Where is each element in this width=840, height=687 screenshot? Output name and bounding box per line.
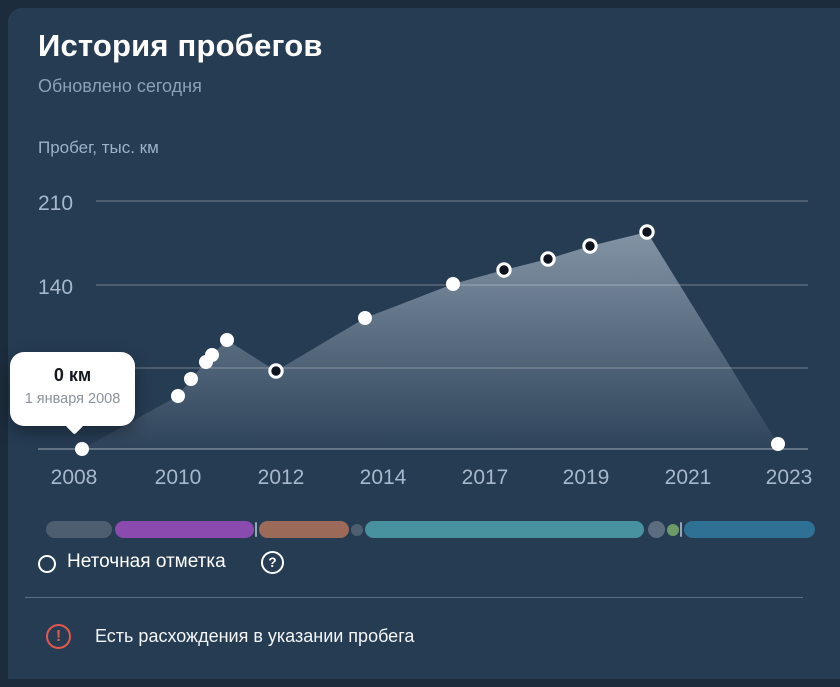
timeline-segment-pill[interactable] — [115, 521, 254, 538]
timeline-segment-dot[interactable] — [667, 523, 679, 536]
data-point[interactable] — [220, 333, 234, 347]
timeline-segment-pill[interactable] — [648, 521, 665, 538]
inaccurate-data-point[interactable] — [639, 224, 655, 240]
data-point[interactable] — [171, 389, 185, 403]
inaccurate-data-point[interactable] — [496, 262, 512, 278]
mileage-history-card: История пробегов Обновлено сегодня Пробе… — [8, 8, 840, 679]
timeline-segment-tick — [255, 522, 257, 537]
mileage-area-fill — [82, 232, 778, 449]
x-tick-label: 2019 — [562, 466, 610, 489]
page-title: История пробегов — [38, 28, 323, 63]
y-tick-label: 210 — [38, 192, 74, 215]
data-point[interactable] — [184, 372, 198, 386]
data-point[interactable] — [205, 348, 219, 362]
warning-text: Есть расхождения в указании пробега — [95, 626, 415, 646]
inaccurate-mark-icon — [38, 555, 56, 573]
mileage-tooltip: 0 км 1 января 2008 — [10, 352, 135, 435]
data-point[interactable] — [75, 442, 89, 456]
inaccurate-data-point[interactable] — [582, 238, 598, 254]
x-tick-label: 2023 — [765, 466, 813, 489]
timeline-segment-tick — [680, 522, 682, 537]
legend-inaccurate-label: Неточная отметка — [67, 551, 226, 572]
warning-row: ! Есть расхождения в указании пробега — [8, 623, 840, 655]
x-tick-label: 2014 — [359, 466, 407, 489]
y-axis-unit-label: Пробег, тыс. км — [38, 138, 159, 157]
inaccurate-data-point[interactable] — [540, 251, 556, 267]
timeline-segment-pill[interactable] — [365, 521, 644, 538]
legend-row: Неточная отметка ? — [8, 551, 840, 581]
warning-exclamation-icon: ! — [46, 624, 71, 649]
updated-status: Обновлено сегодня — [38, 76, 202, 96]
data-point[interactable] — [771, 437, 785, 451]
tooltip-date: 1 января 2008 — [24, 391, 121, 407]
inaccurate-data-point[interactable] — [268, 363, 284, 379]
timeline-segment-pill[interactable] — [46, 521, 112, 538]
x-tick-label: 2010 — [154, 466, 202, 489]
x-tick-label: 2017 — [461, 466, 509, 489]
tooltip-value: 0 км — [53, 365, 92, 385]
section-divider — [25, 597, 803, 598]
help-question-icon[interactable]: ? — [261, 551, 284, 574]
y-tick-label: 140 — [38, 276, 74, 299]
ownership-periods-bar — [8, 521, 840, 538]
mileage-area-chart — [38, 200, 808, 456]
x-tick-label: 2008 — [50, 466, 98, 489]
data-point[interactable] — [446, 277, 460, 291]
data-point[interactable] — [358, 311, 372, 325]
x-tick-label: 2012 — [257, 466, 305, 489]
timeline-segment-dot[interactable] — [351, 523, 363, 536]
timeline-segment-pill[interactable] — [684, 521, 815, 538]
timeline-segment-pill[interactable] — [259, 521, 349, 538]
x-tick-label: 2021 — [664, 466, 712, 489]
